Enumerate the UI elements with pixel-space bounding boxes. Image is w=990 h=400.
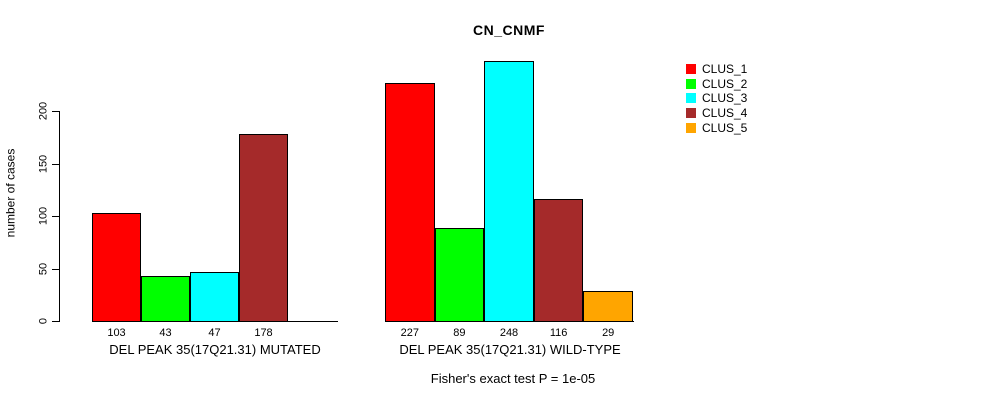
y-tick-label: 200 bbox=[37, 101, 50, 121]
legend-swatch bbox=[686, 93, 696, 104]
group-caption-wild-type: DEL PEAK 35(17Q21.31) WILD-TYPE bbox=[399, 342, 621, 357]
y-tick-label: 150 bbox=[37, 154, 50, 173]
y-tick bbox=[52, 321, 59, 322]
y-tick bbox=[52, 268, 59, 270]
bar-value-label: 248 bbox=[499, 327, 519, 339]
bar bbox=[434, 228, 485, 322]
bar-value-label: 43 bbox=[159, 327, 172, 339]
bar-value-label: 103 bbox=[107, 327, 126, 339]
bar-value-label: 89 bbox=[453, 327, 466, 339]
legend-item: CLUS_5 bbox=[686, 120, 747, 135]
legend-label: CLUS_1 bbox=[702, 62, 748, 77]
bar-value-label: 47 bbox=[208, 327, 221, 339]
legend-item: CLUS_2 bbox=[686, 77, 747, 92]
y-axis-label: number of cases bbox=[3, 148, 18, 238]
bar-value-label: 29 bbox=[602, 327, 615, 339]
legend-label: CLUS_5 bbox=[702, 120, 748, 135]
bar bbox=[92, 213, 141, 322]
bar-value-label: 178 bbox=[254, 327, 273, 339]
legend-swatch bbox=[686, 122, 696, 133]
y-tick bbox=[52, 163, 59, 165]
legend-label: CLUS_4 bbox=[702, 106, 748, 121]
legend-swatch bbox=[686, 78, 696, 89]
y-tick bbox=[52, 111, 59, 112]
y-tick-label: 100 bbox=[37, 206, 50, 226]
y-tick-label: 50 bbox=[37, 262, 50, 275]
bar bbox=[141, 276, 190, 322]
bar bbox=[190, 272, 239, 322]
legend-item: CLUS_1 bbox=[686, 62, 747, 77]
y-tick-label: 0 bbox=[37, 317, 50, 325]
legend-label: CLUS_3 bbox=[702, 91, 748, 106]
bar-value-label: 227 bbox=[400, 327, 419, 339]
bar bbox=[533, 199, 584, 322]
bar bbox=[239, 134, 288, 322]
legend-label: CLUS_2 bbox=[702, 76, 748, 91]
legend: CLUS_1 CLUS_2 CLUS_3 CLUS_4 CLUS_5 bbox=[686, 62, 747, 135]
fisher-test-annotation: Fisher's exact test P = 1e-05 bbox=[430, 371, 596, 386]
legend-item: CLUS_4 bbox=[686, 106, 747, 121]
bar bbox=[583, 291, 633, 322]
y-tick bbox=[52, 216, 59, 217]
bar-value-label: 116 bbox=[549, 327, 568, 339]
bar bbox=[385, 83, 435, 322]
y-axis-line bbox=[59, 111, 60, 322]
bar bbox=[484, 61, 534, 322]
legend-item: CLUS_3 bbox=[686, 91, 747, 106]
legend-swatch bbox=[686, 64, 696, 75]
legend-swatch bbox=[686, 108, 696, 119]
group-caption-mutated: DEL PEAK 35(17Q21.31) MUTATED bbox=[109, 342, 321, 357]
chart-title: CN_CNMF bbox=[473, 22, 545, 38]
